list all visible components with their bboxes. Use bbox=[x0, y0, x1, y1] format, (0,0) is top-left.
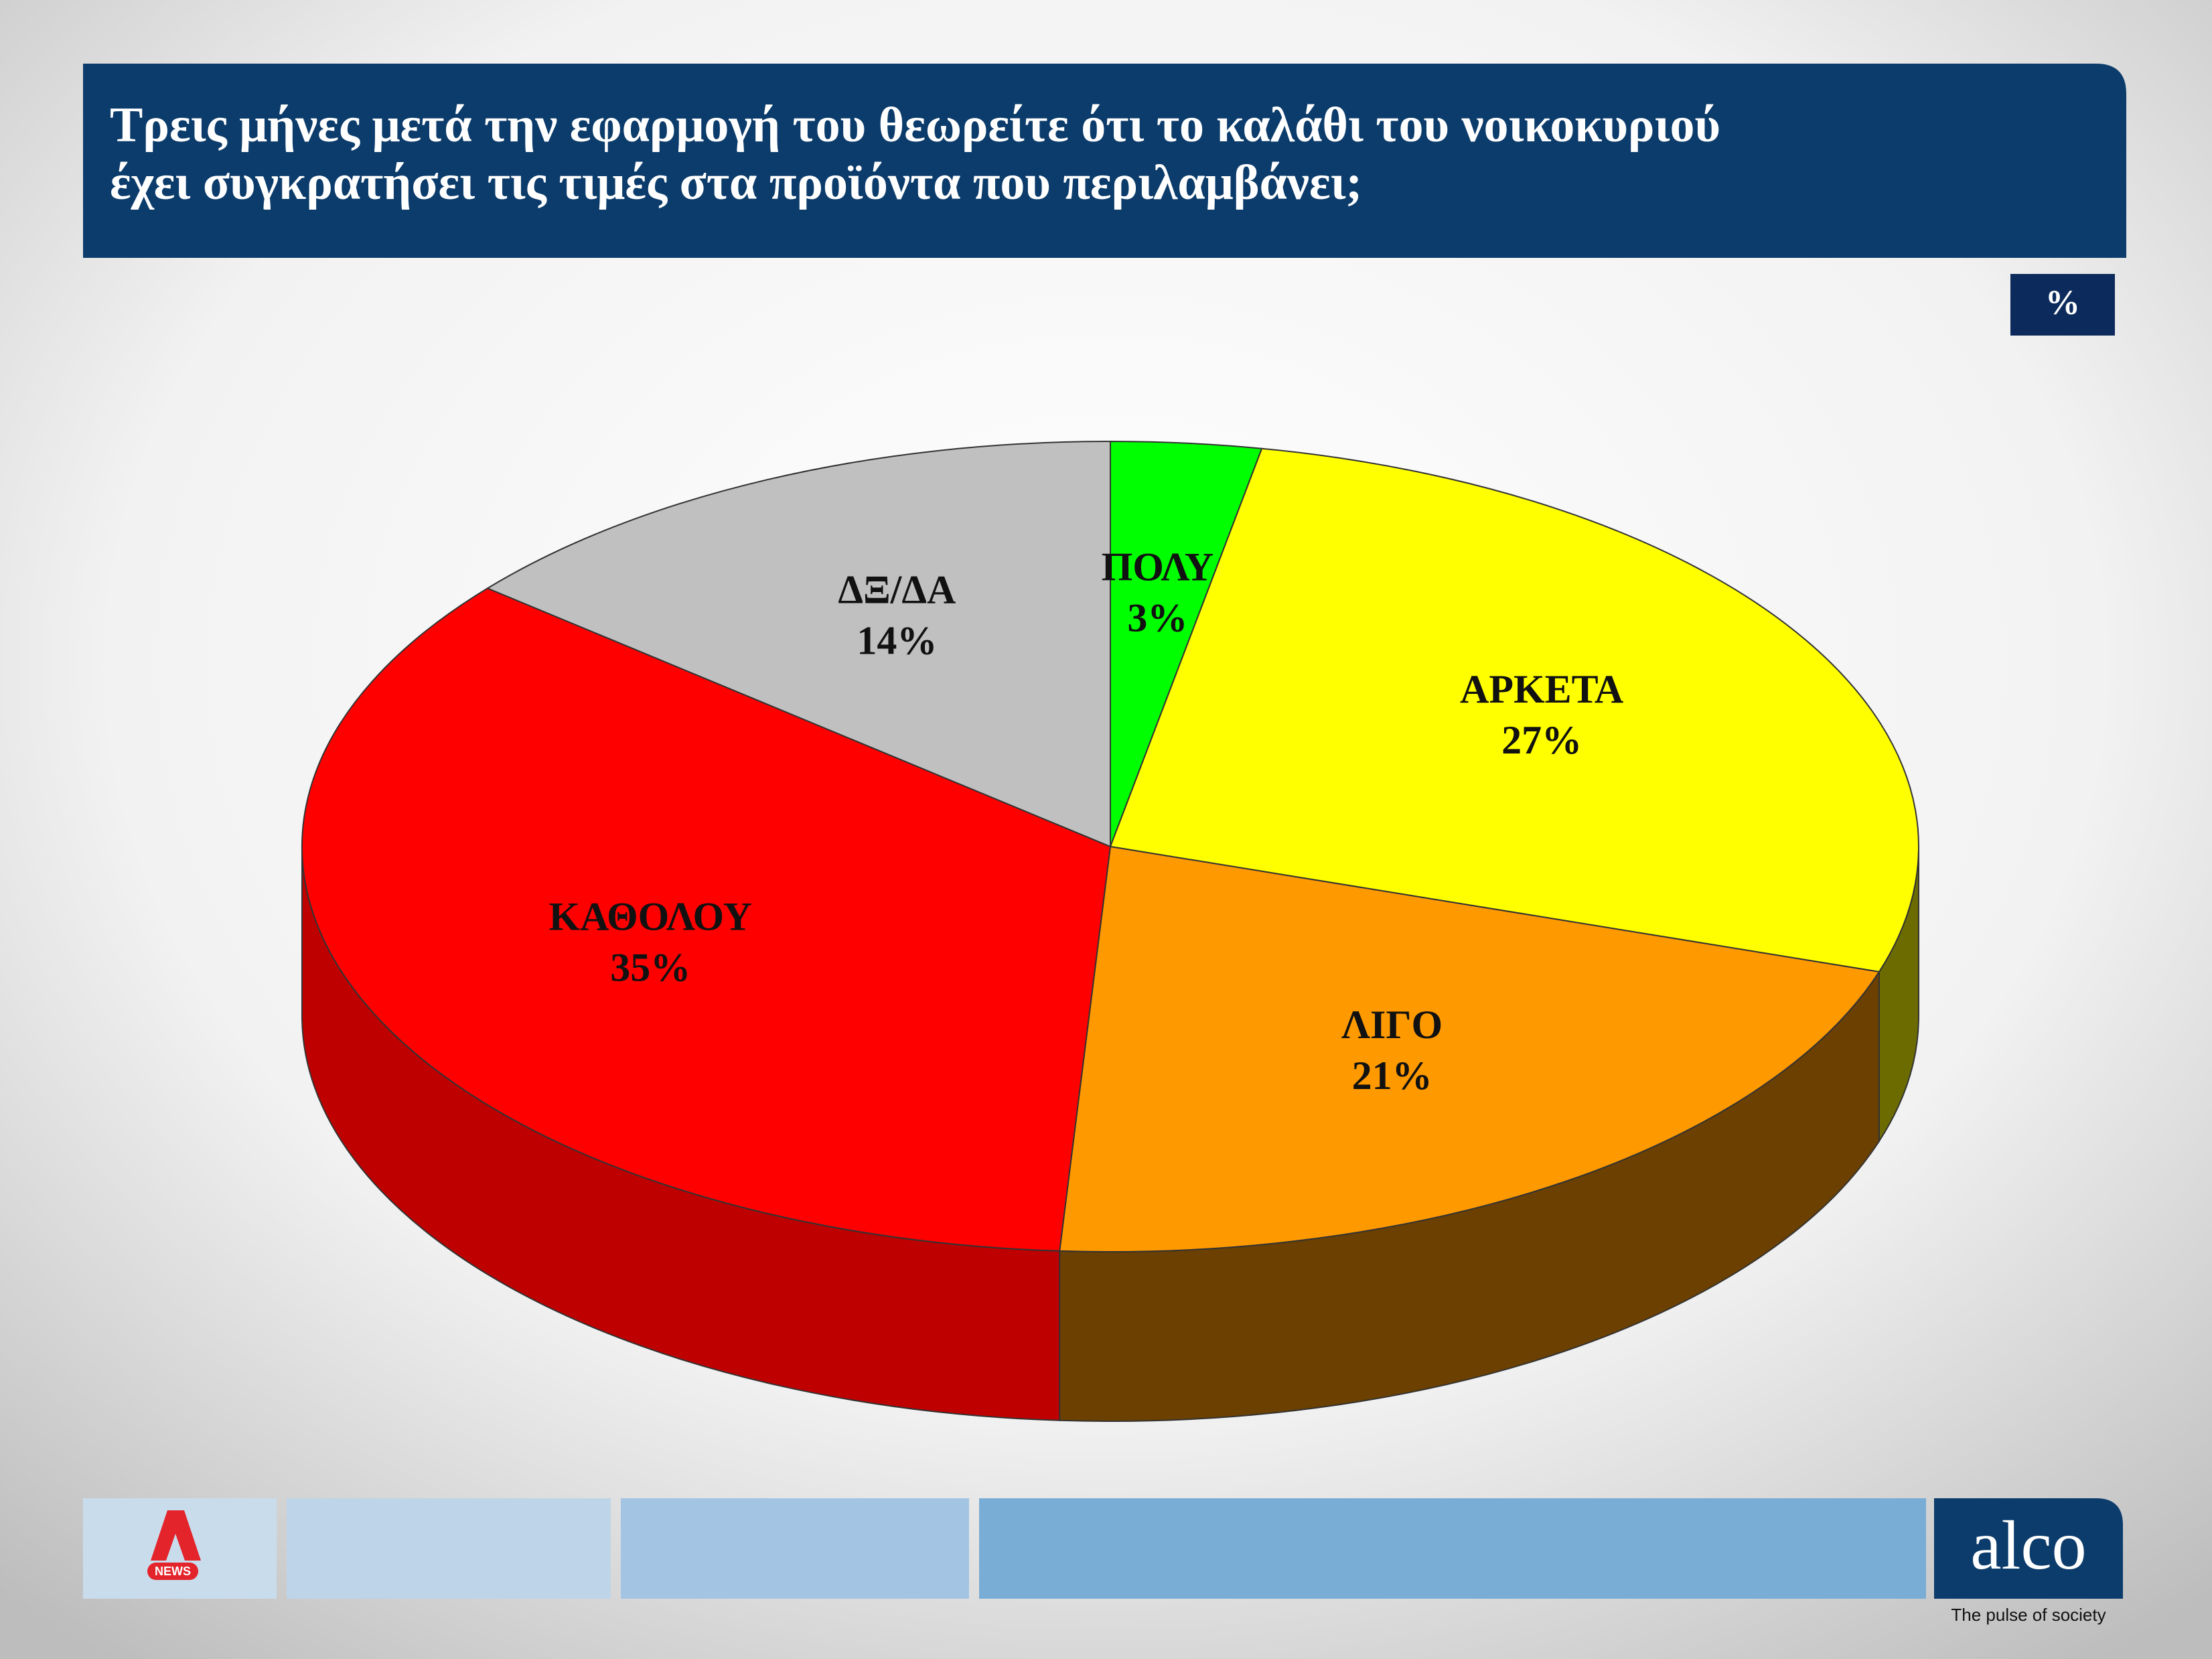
news-logo-mark bbox=[151, 1510, 201, 1561]
unit-badge bbox=[2010, 274, 2115, 336]
slice bbox=[301, 587, 1112, 1252]
brand-tagline: The pulse of society bbox=[1951, 1605, 2106, 1625]
slice bbox=[1109, 447, 1919, 973]
footer-box bbox=[621, 1498, 969, 1599]
slice-value-label: 3% bbox=[1127, 595, 1187, 640]
slice-value-label: 35% bbox=[610, 946, 690, 990]
pie: ΠΟΛΥ 3% ΑΡΚΕΤΑ 27% ΛΙΓΟ 21% ΚΑΘΟΛΟΥ 35% ΔΞ/ΔΑ 14% bbox=[301, 440, 1919, 1422]
news-logo-pill bbox=[147, 1563, 198, 1580]
unit-label: % bbox=[2045, 284, 2080, 322]
slice-category-label: ΚΑΘΟΛΟΥ bbox=[548, 895, 751, 939]
slice bbox=[486, 440, 1111, 848]
footer-box bbox=[979, 1498, 1926, 1599]
footer-box bbox=[287, 1498, 611, 1599]
slice-category-label: ΔΞ/ΔΑ bbox=[838, 567, 956, 611]
news-logo-text: NEWS bbox=[155, 1565, 191, 1578]
title-band bbox=[83, 64, 2126, 258]
brand-name: alco bbox=[1970, 1507, 2086, 1584]
slice-category-label: ΠΟΛΥ bbox=[1102, 545, 1214, 589]
slice-category-label: ΛΙΓΟ bbox=[1341, 1003, 1443, 1047]
slice-value-label: 27% bbox=[1501, 718, 1582, 762]
slice-value-label: 14% bbox=[857, 618, 937, 662]
slice-category-label: ΑΡΚΕΤΑ bbox=[1460, 667, 1623, 711]
chart-title: Τρεις μήνες μετά την εφαρμογή του θεωρεί… bbox=[110, 98, 1720, 210]
brand-box bbox=[1934, 1498, 2123, 1599]
slice bbox=[1059, 845, 1881, 1252]
slice-value-label: 21% bbox=[1352, 1054, 1432, 1098]
